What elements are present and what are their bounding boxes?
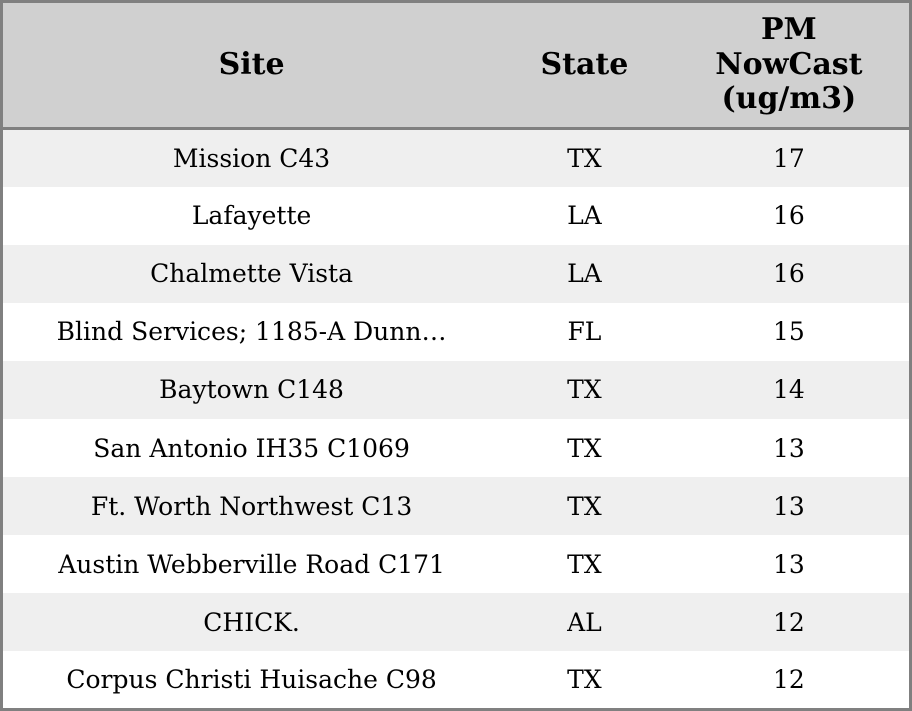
- state-cell: FL: [567, 317, 602, 347]
- state-cell: TX: [567, 433, 602, 463]
- state-cell: TX: [567, 665, 602, 695]
- state-cell: LA: [567, 259, 602, 289]
- header-cell-pm-nowcast: PM NowCast (ug/m3): [668, 1, 911, 130]
- header-label-state: State: [540, 46, 629, 82]
- pm-nowcast-cell: 13: [772, 433, 805, 463]
- pm-nowcast-cell: 13: [772, 491, 805, 521]
- pm-nowcast-cell: 15: [772, 317, 805, 347]
- header-row: Site State PM NowCast (ug/m3): [1, 1, 911, 130]
- state-cell: TX: [567, 491, 602, 521]
- pm-nowcast-cell: 12: [772, 607, 805, 637]
- state-cell: AL: [567, 607, 602, 637]
- table-row: CHICK. AL 12: [1, 593, 911, 652]
- state-cell: TX: [567, 143, 602, 173]
- state-cell: LA: [567, 201, 602, 231]
- site-cell: Lafayette: [191, 201, 312, 231]
- pm-nowcast-cell: 17: [772, 143, 805, 173]
- header-label-site: Site: [218, 46, 285, 82]
- pm-nowcast-cell: 14: [772, 375, 805, 405]
- site-cell: Corpus Christi Huisache C98: [66, 665, 437, 695]
- table-row: Chalmette Vista LA 16: [1, 244, 911, 303]
- pm-nowcast-cell: 16: [772, 201, 805, 231]
- table-row: Austin Webberville Road C171 TX 13: [1, 535, 911, 594]
- site-cell: Chalmette Vista: [150, 259, 353, 289]
- table-row: Blind Services; 1185-A Dunn… FL 15: [1, 302, 911, 361]
- pm-nowcast-cell: 13: [772, 549, 805, 579]
- table-row: Corpus Christi Huisache C98 TX 12: [1, 651, 911, 710]
- pm-nowcast-cell: 12: [772, 665, 805, 695]
- state-cell: TX: [567, 375, 602, 405]
- header-cell-state: State: [500, 1, 669, 130]
- site-cell: Ft. Worth Northwest C13: [90, 491, 413, 521]
- site-cell: Baytown C148: [159, 375, 344, 405]
- header-label-pm-nowcast: PM NowCast (ug/m3): [715, 11, 863, 117]
- site-cell: CHICK.: [203, 607, 300, 637]
- site-cell: Mission C43: [172, 143, 331, 173]
- table-header: Site State PM NowCast (ug/m3): [1, 1, 911, 130]
- table-row: San Antonio IH35 C1069 TX 13: [1, 418, 911, 478]
- site-cell: Blind Services; 1185-A Dunn…: [56, 317, 447, 347]
- table-row: Lafayette LA 16: [1, 186, 911, 245]
- site-cell: Austin Webberville Road C171: [58, 549, 445, 579]
- table-body: Mission C43 TX 17 Lafayette LA 16 Chalme…: [1, 128, 911, 710]
- site-cell: San Antonio IH35 C1069: [93, 433, 410, 463]
- pm-nowcast-cell: 16: [772, 259, 805, 289]
- table-row: Baytown C148 TX 14: [1, 360, 911, 419]
- table-row: Mission C43 TX 17: [1, 128, 911, 187]
- header-cell-site: Site: [1, 1, 501, 130]
- state-cell: TX: [567, 549, 602, 579]
- table-row: Ft. Worth Northwest C13 TX 13: [1, 477, 911, 536]
